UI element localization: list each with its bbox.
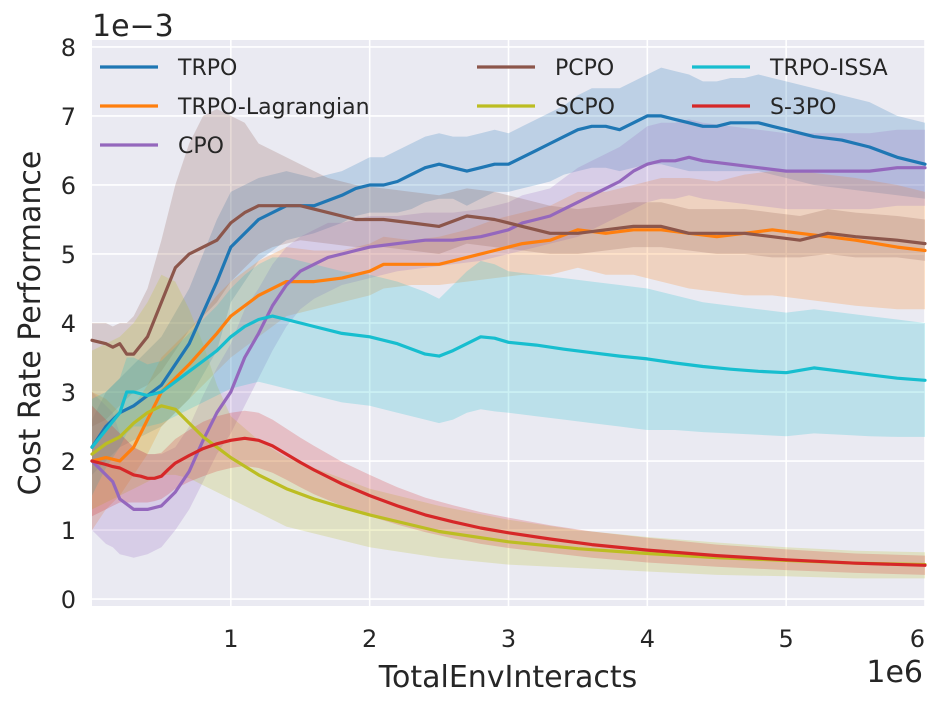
legend-label-s-3po: S-3PO [770, 95, 836, 120]
line-trpo-issa [90, 314, 927, 449]
line-trpo-lagrangian [90, 228, 927, 463]
y-tick-label: 5 [61, 241, 76, 269]
x-tick-label: 2 [362, 625, 377, 653]
band-s-3po [92, 405, 925, 575]
grid [92, 40, 926, 606]
x-tick-label: 6 [910, 625, 925, 653]
band-trpo [92, 67, 925, 475]
legend-label-cpo: CPO [178, 134, 224, 159]
x-axis-label: TotalEnvInteracts [378, 660, 637, 695]
band-scpo [92, 274, 925, 579]
line-pcpo [90, 204, 927, 356]
series-lines [90, 114, 927, 567]
legend-label-trpo-lagrangian: TRPO-Lagrangian [177, 95, 370, 120]
y-tick-labels: 0 1 2 3 4 5 6 7 8 [61, 34, 76, 614]
legend: TRPO TRPO-Lagrangian CPO PCPO SCPO TRPO-ISSA S… [100, 56, 888, 159]
x-tick-label: 3 [501, 625, 516, 653]
y-tick-label: 1 [61, 517, 76, 545]
line-trpo [90, 114, 927, 449]
x-tick-label: 4 [640, 625, 655, 653]
y-multiplier-label: 1e−3 [92, 9, 174, 44]
y-tick-label: 8 [61, 34, 76, 62]
band-cpo [92, 119, 925, 558]
x-tick-label: 5 [779, 625, 794, 653]
band-trpo-issa [92, 257, 925, 496]
y-tick-label: 3 [61, 379, 76, 407]
line-scpo [90, 404, 927, 567]
y-tick-label: 4 [61, 310, 76, 338]
confidence-bands [92, 67, 925, 579]
line-s-3po [90, 436, 927, 567]
legend-label-pcpo: PCPO [555, 56, 614, 81]
y-tick-label: 0 [61, 586, 76, 614]
y-tick-label: 6 [61, 172, 76, 200]
band-pcpo [92, 109, 925, 427]
line-cpo [90, 155, 927, 511]
legend-label-trpo-issa: TRPO-ISSA [769, 56, 888, 81]
y-axis-label: Cost Rate Performance [13, 151, 48, 496]
x-tick-label: 1 [223, 625, 238, 653]
legend-label-trpo: TRPO [177, 56, 237, 81]
x-tick-labels: 1 2 3 4 5 6 [223, 625, 925, 653]
legend-label-scpo: SCPO [555, 95, 615, 120]
x-multiplier-label: 1e6 [866, 655, 923, 690]
band-trpo-lagrangian [92, 171, 925, 531]
y-tick-label: 2 [61, 448, 76, 476]
y-tick-label: 7 [61, 103, 76, 131]
